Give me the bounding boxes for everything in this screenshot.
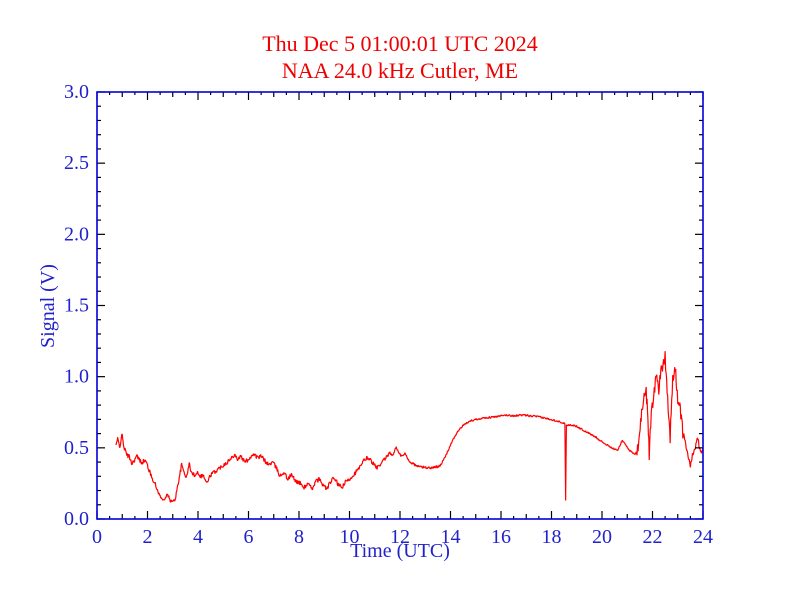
y-tick-label: 2.5 [64,152,89,174]
y-tick-label: 2.0 [64,223,89,245]
y-tick-label: 3.0 [64,81,89,103]
x-tick-label: 10 [340,526,360,548]
x-axis-label: Time (UTC) [350,540,450,562]
y-tick-label: 1.0 [64,366,89,388]
y-tick-label: 0.5 [64,437,89,459]
data-curve-layer [115,351,704,503]
plot-frame [96,91,704,520]
x-tick-label: 20 [592,526,612,548]
tick-label-layer: 0 2 4 6 8 10 12 14 16 18 20 22 240.00.51.01.52.02.53… [64,81,713,548]
x-tick-label: 8 [294,526,304,548]
x-tick-label: 12 [390,526,410,548]
x-tick-label: 4 [193,526,203,548]
chart-title-line2: NAA 24.0 kHz Cutler, ME [282,58,518,83]
y-tick-label: 1.5 [64,295,89,317]
x-tick-label: 6 [244,526,254,548]
x-tick-label: 24 [693,526,713,548]
x-tick-label: 14 [441,526,461,548]
x-tick-label: 2 [143,526,153,548]
plot-frame-layer [96,91,704,520]
x-tick-label: 18 [542,526,562,548]
x-tick-label: 22 [643,526,663,548]
signal-trace [115,351,704,503]
y-tick-label: 0.0 [64,508,89,530]
y-axis-label: Signal (V) [37,264,59,348]
chart-title-line1: Thu Dec 5 01:00:01 UTC 2024 [262,31,538,56]
x-tick-label: 16 [491,526,511,548]
x-tick-label: 0 [92,526,102,548]
